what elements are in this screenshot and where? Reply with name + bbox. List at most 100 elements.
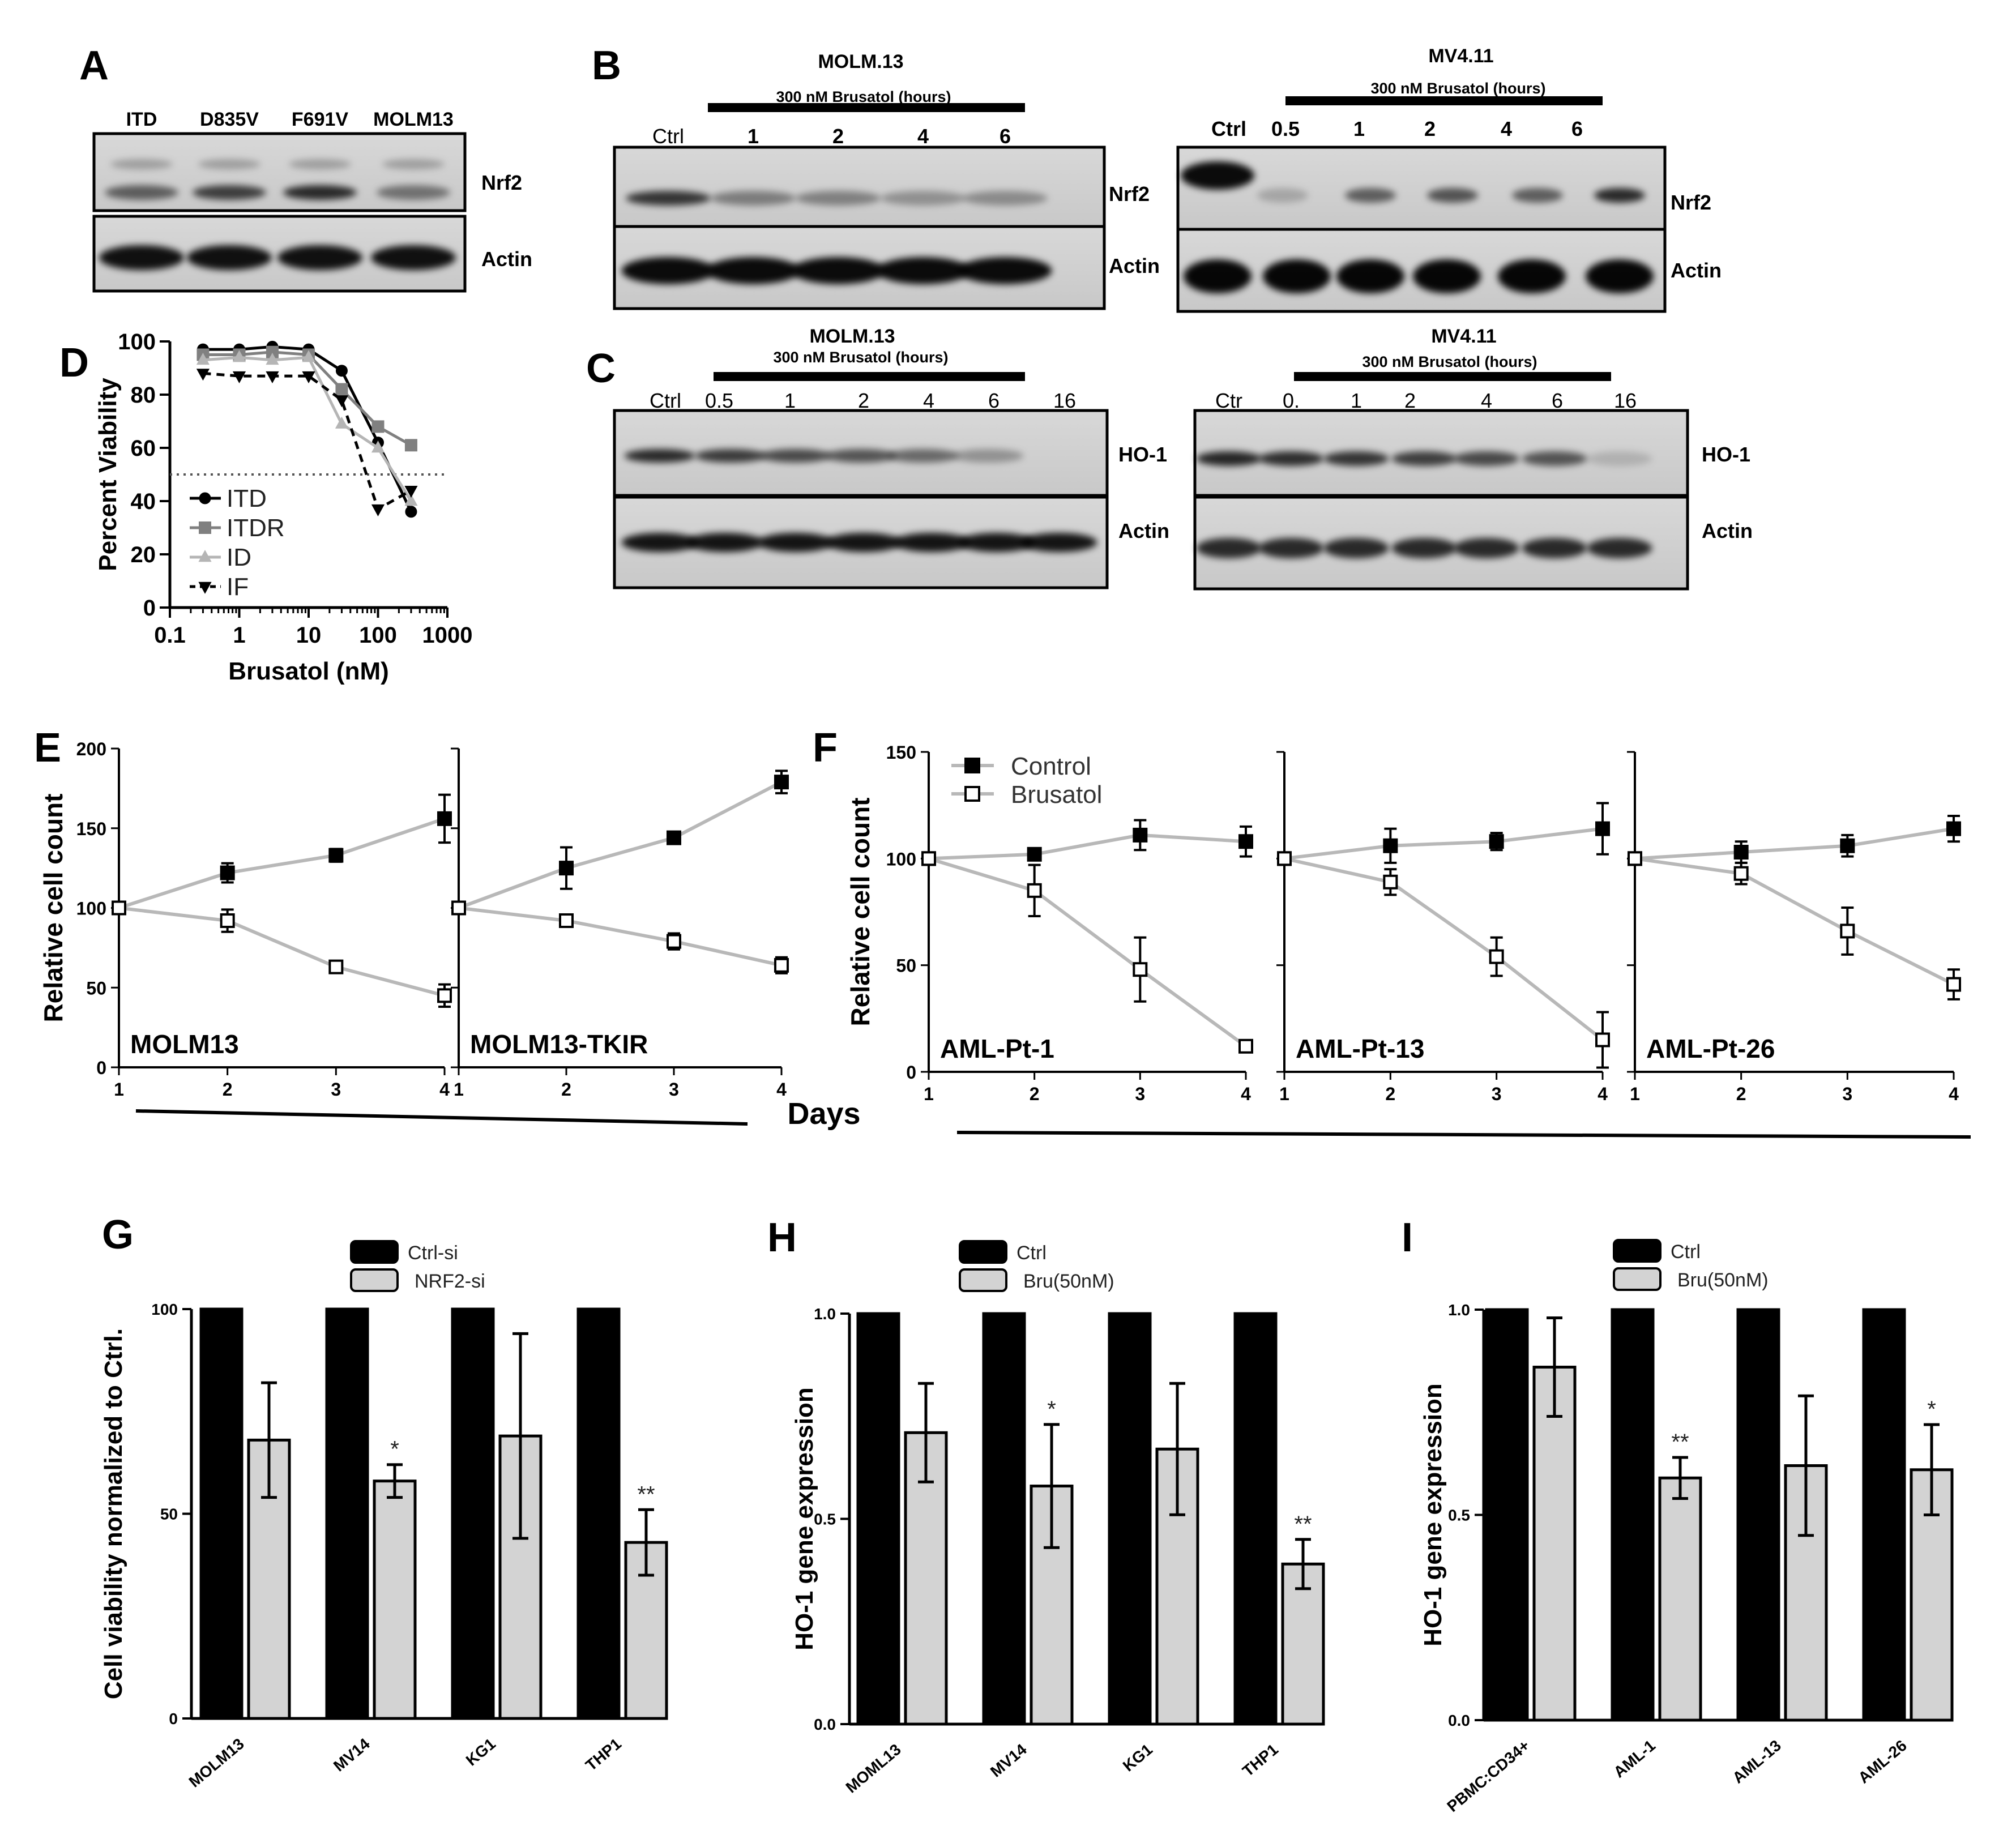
panel-letter-g: G [102,1212,134,1258]
band [1323,538,1389,558]
category-label: KG1 [463,1735,499,1769]
x-tick-label: 1 [924,1084,934,1104]
data-point [328,959,344,974]
category-label: AML-1 [1610,1737,1658,1781]
data-point [302,350,315,362]
data-point [220,865,235,880]
data-point [335,365,348,377]
legend-marker [199,492,211,504]
significance-mark: * [1047,1397,1056,1422]
band [371,245,456,270]
y-tick-label: 0.5 [1448,1507,1470,1524]
row-label-actin: Actin [481,247,532,271]
band [1323,451,1389,466]
data-point [1595,821,1610,836]
panel-letter-d: D [59,340,89,386]
band [893,533,970,552]
y-tick-label: 40 [131,489,156,514]
y-tick-label: 0 [143,596,156,621]
category-label: MV14 [330,1735,373,1775]
significance-mark: ** [1671,1430,1689,1455]
series-line [118,906,445,998]
panel-letter-h: H [767,1215,797,1260]
data-point [559,913,574,929]
bar-nrf2-si [373,1480,417,1720]
lane-label: Ctrl [652,125,684,148]
x-tick-label: 2 [1736,1084,1746,1104]
legend-label: ITDR [227,514,285,542]
legend-swatch [350,1240,399,1264]
category-label: MOML13 [843,1741,904,1797]
legend-label: Bru(50nM) [1023,1271,1114,1292]
bar-bru-50nm- [1532,1366,1577,1722]
treatment-label: 300 nM Brusatol (hours) [776,88,951,105]
band [1263,259,1331,293]
band [1587,451,1652,466]
bar-ctrl-si [451,1307,495,1720]
legend-label: Ctrl-si [408,1242,458,1264]
band [1181,161,1254,190]
legend-marker [198,550,212,562]
lane-label: 0. [1283,389,1300,412]
lane-label: Ctrl [1211,117,1246,140]
band [382,159,445,169]
lane-label: 16 [1053,389,1076,412]
x-tick-label: 100 [359,623,397,648]
x-tick-label: 1000 [422,623,473,648]
band [757,533,834,552]
y-tick-label: 100 [151,1301,178,1318]
y-tick-label: 50 [896,956,916,976]
band [289,159,351,169]
panel-letter-i: I [1402,1215,1413,1260]
y-tick-label: 20 [131,542,156,567]
bar-ctrl [1611,1308,1655,1722]
series-line [928,857,1247,1048]
lane-label: 1 [1351,389,1362,412]
band [958,257,1052,284]
band [377,185,450,200]
x-tick-label: 3 [669,1079,679,1100]
bar-ctrl [1108,1312,1152,1726]
significance-mark: ** [1294,1512,1312,1537]
significance-mark: * [390,1437,399,1462]
row-label-nrf2: Nrf2 [481,171,522,194]
band [953,449,1024,463]
cell-line-label: MV4.11 [1428,45,1493,67]
band [99,245,184,270]
subplot-label: MOLM13-TKIR [470,1029,648,1059]
data-point [437,988,452,1003]
lane-label: 2 [1424,117,1436,140]
x-tick-label: 3 [1135,1084,1145,1104]
row-label-nrf2: Nrf2 [1109,182,1150,206]
data-point [1840,923,1855,939]
cell-line-label: MOLM.13 [809,326,895,347]
y-tick-label: 100 [118,330,156,354]
data-point [1840,838,1855,853]
data-point [112,900,126,916]
subplot-label: AML-Pt-26 [1646,1034,1775,1063]
data-point [335,395,349,408]
y-tick-label: 0.0 [1448,1712,1470,1729]
band [1594,188,1645,203]
band [1336,259,1404,293]
series-line [1284,857,1604,1041]
y-tick-label: 0.0 [814,1716,836,1733]
y-tick-label: 150 [886,742,916,763]
x-tick-label: 2 [561,1079,571,1100]
x-tick-label: 1 [114,1079,124,1100]
category-label: AML-13 [1729,1737,1784,1787]
bar-bru-50nm- [1281,1562,1325,1726]
y-tick-label: 0 [169,1710,178,1728]
band [1454,538,1519,558]
y-axis-label: Relative cell count [39,794,68,1023]
legend-swatch [959,1240,1007,1264]
data-point [1383,838,1398,853]
row-label-ho1: HO-1 [1118,443,1167,466]
x-tick-label: 4 [1598,1084,1608,1104]
data-point [1946,821,1961,836]
data-point [1027,846,1042,862]
band [283,185,357,200]
legend-swatch [1613,1267,1662,1291]
category-label: MOLM13 [186,1735,247,1791]
legend-label: ID [227,544,251,571]
